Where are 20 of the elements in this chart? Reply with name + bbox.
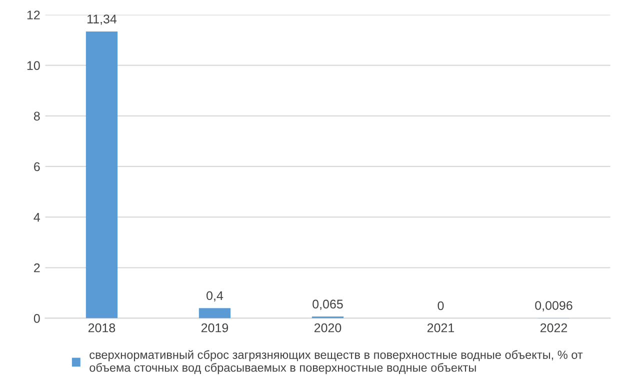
data-label: 0,4 [206, 291, 224, 302]
bar [198, 308, 231, 318]
legend-label: сверхнормативный сброс загрязняющих веществ в поверхностные водные объекты, % от объема сточных вод сбрасываемых в поверхностные водные объекты [90, 350, 583, 374]
x-tick-label: 2018 [88, 323, 116, 332]
data-label: 0 [438, 301, 444, 310]
x-tick-label: 2022 [540, 323, 568, 332]
y-tick-label: 0 [34, 314, 40, 323]
x-tick-label: 2019 [201, 323, 228, 332]
y-tick-label: 12 [27, 10, 40, 20]
x-tick-label: 2021 [427, 323, 454, 332]
y-tick-label: 2 [34, 263, 40, 272]
x-tick-label: 2020 [314, 323, 342, 332]
data-label: 0,065 [312, 300, 343, 310]
y-tick-label: 4 [34, 212, 40, 222]
data-label: 11,34 [88, 14, 117, 25]
y-tick-label: 6 [34, 162, 40, 172]
y-tick-label: 10 [27, 61, 40, 70]
y-tick-label: 8 [34, 112, 40, 121]
data-label: 0,0096 [535, 301, 572, 312]
bar [86, 31, 118, 318]
